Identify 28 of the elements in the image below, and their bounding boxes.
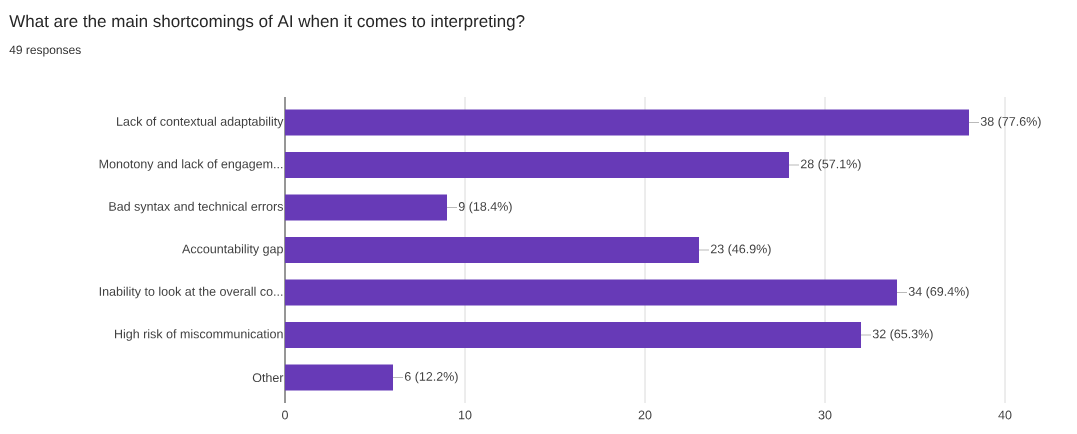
bar [285, 279, 898, 306]
x-tick-label: 10 [459, 410, 472, 420]
y-tick-label: Accountability gap [182, 244, 283, 256]
bar [285, 194, 447, 221]
y-tick-label: High risk of miscommunication [115, 329, 283, 341]
y-tick-label: Lack of contextual adaptability [117, 116, 284, 129]
text: 49 responses [9, 45, 81, 57]
y-tick-label: Other [252, 372, 284, 383]
x-tick-label: 0 [282, 410, 288, 420]
data-label: 34 (69.4%) [908, 286, 969, 299]
y-tick-label: Inability to look at the overall co... [99, 286, 283, 299]
data-label: 32 (65.3%) [872, 329, 933, 341]
data-label: 38 (77.6%) [980, 116, 1041, 129]
x-tick-label: 30 [818, 410, 832, 420]
bar [285, 322, 862, 348]
bar [285, 109, 970, 136]
bar [285, 364, 393, 391]
bar [285, 152, 790, 178]
x-tick-label: 20 [638, 410, 652, 420]
x-tick-label: 40 [998, 410, 1012, 420]
data-label: 28 (57.1%) [800, 159, 861, 171]
chart-title: What are the main shortcomings of AI when it comes to interpreting? [9, 14, 525, 31]
data-label: 23 (46.9%) [710, 244, 771, 256]
y-tick-label: Bad syntax and technical errors [109, 201, 283, 214]
y-tick-label: Monotony and lack of engagem... [99, 159, 283, 171]
bar [285, 237, 699, 263]
data-label: 9 (18.4%) [458, 201, 512, 214]
data-label: 6 (12.2%) [404, 371, 458, 384]
